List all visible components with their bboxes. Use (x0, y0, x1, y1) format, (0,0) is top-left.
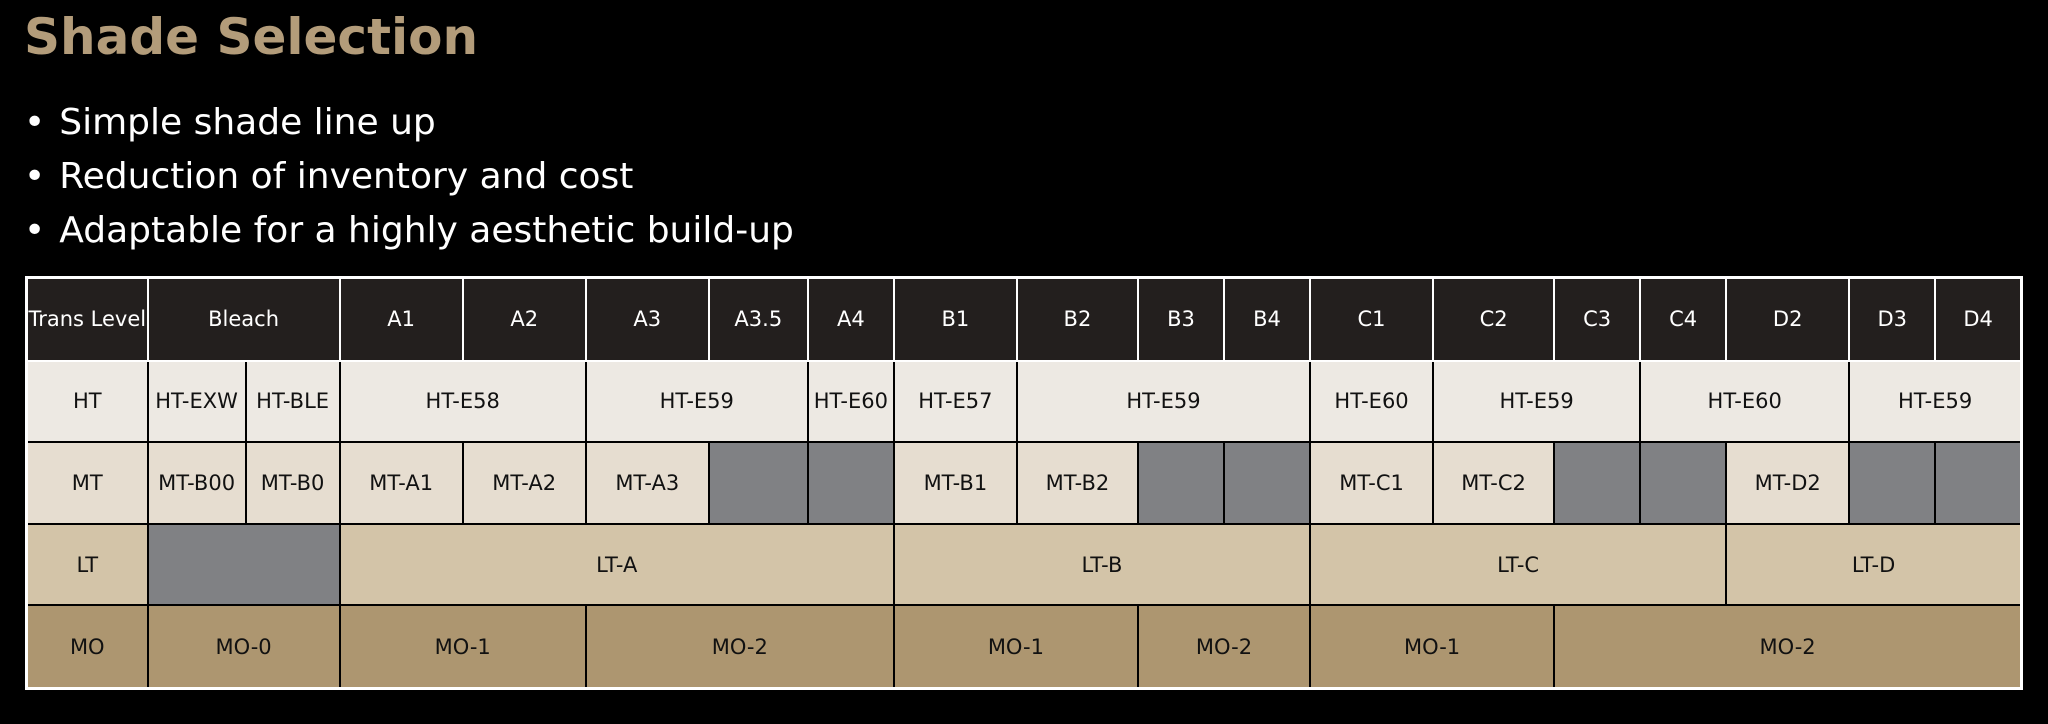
cell: MO (25, 604, 149, 690)
cell: HT-BLE (244, 359, 341, 444)
header-cell: D3 (1848, 276, 1937, 362)
cell: LT-B (892, 522, 1312, 607)
cell: HT-E60 (1639, 359, 1851, 444)
empty-cell (1222, 441, 1312, 525)
header-cell: D4 (1934, 276, 2023, 362)
cell: HT-E58 (338, 359, 587, 444)
header-cell: B4 (1222, 276, 1312, 362)
bullet: Adaptable for a highly aesthetic build-u… (24, 204, 794, 258)
cell: HT-EXW (146, 359, 247, 444)
cell: HT-E60 (1309, 359, 1435, 444)
header-cell: D2 (1725, 276, 1851, 362)
row: LT LT-A LT-B LT-C LT-D (25, 522, 2023, 607)
empty-cell (1934, 441, 2023, 525)
cell: LT-A (338, 522, 895, 607)
header-cell: A1 (338, 276, 464, 362)
cell: MT-B00 (146, 441, 247, 525)
empty-cell (707, 441, 809, 525)
cell: HT-E59 (1432, 359, 1642, 444)
bullet: Simple shade line up (24, 96, 794, 150)
cell: MT-A2 (461, 441, 587, 525)
header-cell: C4 (1639, 276, 1728, 362)
empty-cell (1639, 441, 1728, 525)
header-cell: B3 (1136, 276, 1225, 362)
header-cell: C3 (1553, 276, 1642, 362)
header-cell: A2 (461, 276, 587, 362)
cell: HT-E57 (892, 359, 1018, 444)
header-cell: B1 (892, 276, 1018, 362)
empty-cell (806, 441, 895, 525)
cell: MT-C2 (1432, 441, 1556, 525)
cell: MT-A3 (584, 441, 710, 525)
cell: MT-B2 (1015, 441, 1139, 525)
empty-cell (146, 522, 341, 607)
bullet: Reduction of inventory and cost (24, 150, 794, 204)
cell: MT-B1 (892, 441, 1018, 525)
header-cell: A4 (806, 276, 895, 362)
header-cell: Bleach (146, 276, 341, 362)
header-cell: Trans Level (25, 276, 149, 362)
bullet-list: Simple shade line up Reduction of invent… (24, 96, 794, 258)
shade-table: Trans Level Bleach A1 A2 A3 A3.5 A4 B1 B… (25, 276, 2023, 690)
header-row: Trans Level Bleach A1 A2 A3 A3.5 A4 B1 B… (25, 276, 2023, 362)
cell: HT-E59 (1848, 359, 2023, 444)
header-cell: A3.5 (707, 276, 809, 362)
cell: MO-2 (1136, 604, 1312, 690)
header-cell: C2 (1432, 276, 1556, 362)
cell: MO-1 (338, 604, 587, 690)
cell: LT-C (1309, 522, 1728, 607)
cell: MO-0 (146, 604, 341, 690)
cell: MT-C1 (1309, 441, 1435, 525)
cell: LT-D (1725, 522, 2023, 607)
empty-cell (1553, 441, 1642, 525)
cell: MO-2 (584, 604, 895, 690)
empty-cell (1136, 441, 1225, 525)
cell: HT-E60 (806, 359, 895, 444)
empty-cell (1848, 441, 1937, 525)
row: HT HT-EXW HT-BLE HT-E58 HT-E59 HT-E60 HT… (25, 359, 2023, 444)
header-cell: C1 (1309, 276, 1435, 362)
cell: MT-A1 (338, 441, 464, 525)
cell: MT (25, 441, 149, 525)
cell: MO-2 (1553, 604, 2023, 690)
header-cell: A3 (584, 276, 710, 362)
cell: HT-E59 (1015, 359, 1312, 444)
cell: MO-1 (892, 604, 1139, 690)
row: MT MT-B00 MT-B0 MT-A1 MT-A2 MT-A3 MT-B1 … (25, 441, 2023, 525)
cell: MO-1 (1309, 604, 1556, 690)
header-cell: B2 (1015, 276, 1139, 362)
cell: MT-B0 (244, 441, 341, 525)
cell: HT (25, 359, 149, 444)
row: MO MO-0 MO-1 MO-2 MO-1 MO-2 MO-1 MO-2 (25, 604, 2023, 690)
title: Shade Selection (24, 8, 479, 66)
cell: MT-D2 (1725, 441, 1851, 525)
cell: LT (25, 522, 149, 607)
cell: HT-E59 (584, 359, 809, 444)
